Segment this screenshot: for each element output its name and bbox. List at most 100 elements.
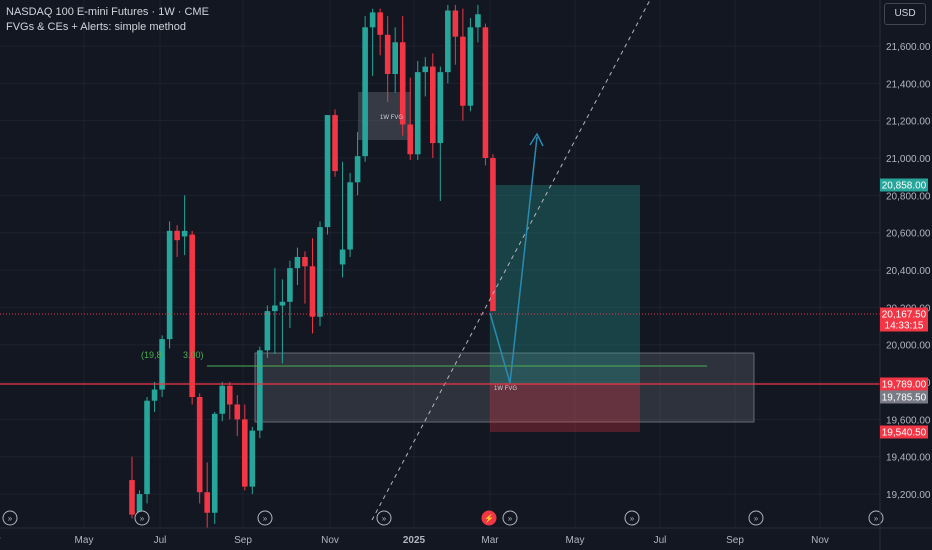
price-label-text: 19,785.50: [882, 393, 927, 404]
projection-arrowhead-icon: [529, 132, 544, 147]
chart-overlays: 1W FVG 1W FVG (19,8 3.00): [0, 0, 880, 521]
y-tick-label: 19,600.00: [886, 415, 931, 426]
y-tick-label: 20,400.00: [886, 266, 931, 277]
x-tick-label: Jul: [654, 535, 667, 546]
price-label-bg: [880, 425, 928, 439]
ce-label: (19,8: [141, 350, 162, 360]
candle-body: [234, 404, 241, 420]
price-label-bg: [880, 377, 928, 391]
price-label-text: 20,858.00: [882, 181, 927, 192]
candle-body: [287, 268, 293, 302]
candle-body: [136, 494, 143, 515]
event-marker-icon[interactable]: [748, 510, 764, 526]
price-label-bg: [880, 178, 928, 192]
candle-body: [437, 72, 444, 144]
candle-body: [384, 34, 391, 75]
event-glyph-icon: ⚡: [484, 513, 494, 523]
symbol-title[interactable]: NASDAQ 100 E-mini Futures · 1W · CME: [6, 6, 209, 18]
candle-body: [430, 66, 436, 144]
candle-body: [467, 27, 474, 106]
event-marker-icon[interactable]: [257, 510, 273, 526]
event-marker-icon[interactable]: [376, 510, 392, 526]
long-stop-zone: [490, 384, 640, 432]
candle-body: [407, 124, 414, 155]
candle-body: [369, 12, 376, 28]
event-marker-icon[interactable]: [624, 510, 640, 526]
candle-body: [302, 256, 308, 267]
candle-body: [324, 115, 331, 228]
x-tick-label: Sep: [234, 535, 252, 546]
x-tick-label: Nov: [811, 535, 829, 546]
price-label-text: 14:33:15: [885, 321, 924, 332]
event-marker-icon[interactable]: [134, 510, 150, 526]
candle-body: [181, 230, 188, 237]
candle-body: [257, 350, 263, 431]
price-label-text: 20,167.50: [882, 310, 927, 321]
x-tick-label: May: [75, 535, 94, 546]
candle-body: [226, 385, 233, 405]
candle-body: [309, 266, 316, 317]
candle-body: [211, 413, 218, 513]
candle-body: [445, 10, 451, 73]
event-glyph-icon: »: [508, 514, 513, 523]
candle-body: [354, 156, 361, 183]
candle-body: [317, 227, 323, 317]
candle-body: [219, 385, 226, 414]
event-markers[interactable]: » » » » ⚡ » » » »: [2, 510, 884, 526]
x-tick-label: Nov: [321, 535, 339, 546]
candle-body: [475, 14, 481, 28]
candle-body: [377, 12, 383, 35]
candle-body: [294, 256, 301, 269]
candle-body: [144, 400, 150, 495]
candle-body: [332, 115, 338, 172]
y-tick-label: 21,000.00: [886, 154, 931, 165]
y-tick-label: 21,600.00: [886, 42, 931, 53]
price-label-bg: [880, 318, 928, 332]
event-glyph-icon: »: [140, 514, 145, 523]
candle-body: [460, 36, 466, 106]
candle-body: [189, 234, 195, 397]
event-marker-icon[interactable]: [502, 510, 518, 526]
y-tick-label: 19,200.00: [886, 490, 931, 501]
price-label-bg: [880, 307, 928, 321]
candle-body: [159, 339, 165, 390]
event-marker-icon[interactable]: [2, 510, 18, 526]
candle-body: [399, 42, 406, 125]
price-label-text: 19,540.50: [882, 428, 927, 439]
event-glyph-icon: »: [382, 514, 387, 523]
projection-arrow: [489, 136, 538, 384]
candle-body: [174, 230, 180, 241]
event-glyph-icon: »: [874, 514, 879, 523]
candle-body: [362, 27, 368, 157]
candle-body: [452, 10, 459, 37]
x-tick-label: May: [566, 535, 585, 546]
candle-body: [392, 42, 398, 75]
candle-body: [482, 27, 489, 159]
long-target-zone: [490, 185, 640, 384]
candle-body: [347, 182, 353, 250]
time-axis[interactable]: Mar May Jul Sep Nov 2025 Mar May Jul Sep Nov: [0, 527, 932, 546]
price-label-text: 19,789.00: [882, 380, 927, 391]
price-axis[interactable]: 21,600.00 21,400.00 21,200.00 21,000.00 20,8…: [879, 0, 931, 550]
event-marker-icon[interactable]: [481, 510, 497, 526]
candle-body: [249, 430, 256, 487]
candle-body: [166, 230, 173, 340]
event-glyph-icon: »: [263, 514, 268, 523]
candle-body: [272, 305, 278, 312]
price-label-bg: [880, 390, 928, 404]
event-glyph-icon: »: [754, 514, 759, 523]
y-tick-label: 20,600.00: [886, 229, 931, 240]
candle-body: [490, 158, 496, 312]
currency-button[interactable]: USD: [884, 3, 926, 25]
y-tick-label: 21,200.00: [886, 117, 931, 128]
chart-header: NASDAQ 100 E-mini Futures · 1W · CME FVG…: [6, 5, 209, 35]
x-tick-label: 2025: [403, 535, 426, 546]
fvg-lower-label: 1W FVG: [494, 386, 517, 392]
event-glyph-icon: »: [8, 514, 13, 523]
x-tick-label: Jul: [154, 535, 167, 546]
candle-body: [151, 389, 158, 401]
x-tick-label: Mar: [481, 535, 499, 546]
indicator-name[interactable]: FVGs & CEs + Alerts: simple method: [6, 21, 187, 33]
